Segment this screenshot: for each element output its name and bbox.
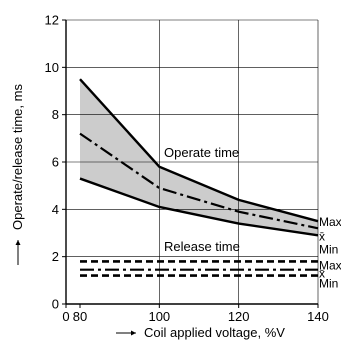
series-line-0-1 xyxy=(79,132,319,230)
series-line-0-2 xyxy=(79,177,319,237)
end-label-0-2: Min xyxy=(319,242,338,256)
label-layer: Operate time Release time Coil applied v… xyxy=(10,84,341,340)
y-tick-label-2: 2 xyxy=(52,249,59,264)
x-tick-label-100: 100 xyxy=(148,309,170,324)
x-tick-label-120: 120 xyxy=(228,309,250,324)
series-line-0-0 xyxy=(79,78,319,223)
y-tick-label-0: 0 xyxy=(52,297,59,312)
end-label-1-2: Min xyxy=(319,277,338,291)
series-layer xyxy=(79,78,319,277)
x-tick-label-140: 140 xyxy=(307,309,329,324)
x-tick-label-80: 80 xyxy=(73,309,87,324)
y-tick-label-8: 8 xyxy=(52,107,59,122)
release-time-label: Release time xyxy=(164,239,240,254)
band-layer xyxy=(80,79,318,236)
y-tick-label-6: 6 xyxy=(52,155,59,170)
end-label-1-0: Max xyxy=(319,258,341,272)
end-label-1-1: x̄ xyxy=(319,267,325,281)
y-axis-label: Operate/release time, ms xyxy=(10,84,25,230)
x-tick-label-0: 0 xyxy=(62,309,69,324)
operate-time-label: Operate time xyxy=(164,145,239,160)
y-label-arrow-head xyxy=(15,240,21,245)
y-tick-label-4: 4 xyxy=(52,202,59,217)
x-label-arrow-head xyxy=(131,330,136,336)
end-label-0-1: x̄ xyxy=(319,229,325,243)
end-label-0-0: Max xyxy=(319,215,341,229)
x-axis-label: Coil applied voltage, %V xyxy=(144,325,285,340)
y-tick-label-12: 12 xyxy=(45,13,59,28)
band-0 xyxy=(80,79,318,236)
y-tick-label-10: 10 xyxy=(45,60,59,75)
